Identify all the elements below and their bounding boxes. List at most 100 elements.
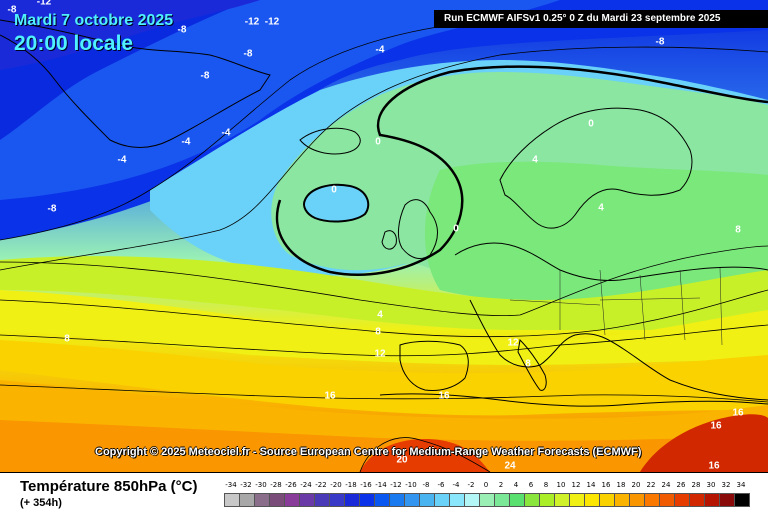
scale-swatch	[674, 493, 690, 507]
orange-belt-3	[0, 420, 768, 472]
copyright-notice: Copyright © 2025 Meteociel.fr - Source E…	[95, 446, 642, 458]
legend-footer: Température 850hPa (°C) (+ 354h) -34 -32 -…	[0, 472, 768, 512]
north-cold-core	[0, 0, 260, 70]
scale-tick-label: 24	[661, 481, 671, 489]
coastline-europe	[454, 242, 768, 401]
forecast-lead: (+ 354h)	[20, 497, 62, 509]
scale-swatch	[734, 493, 750, 507]
iceland-pocket	[303, 183, 370, 223]
scale-tick-label: -22	[315, 481, 327, 489]
scale-tick-label: 10	[556, 481, 566, 489]
scale-swatch	[404, 493, 420, 507]
isotherm-label: 20	[396, 454, 408, 466]
scale-swatch	[464, 493, 480, 507]
forecast-time: 20:00 locale	[14, 32, 134, 55]
scale-tick-label: -34	[225, 481, 237, 489]
scale-swatch	[329, 493, 345, 507]
isotherm-line-minus4	[0, 46, 768, 271]
scale-swatch	[554, 493, 570, 507]
isotherm-label: 12	[507, 337, 519, 349]
isotherm-line-4	[0, 245, 768, 317]
isotherm-label: -12	[264, 16, 280, 28]
scale-swatch	[584, 493, 600, 507]
scale-tick-label: -24	[300, 481, 312, 489]
scale-tick-label: 0	[483, 481, 489, 489]
red-core-east	[640, 414, 768, 472]
scale-swatch	[434, 493, 450, 507]
scale-tick-label: 26	[676, 481, 686, 489]
scale-swatch	[629, 493, 645, 507]
color-scale: -34 -32 -30 -28 -26 -24 -22 -20 -18 -16 -14 -12 -10-…	[224, 481, 752, 511]
scale-tick-label: -6	[437, 481, 445, 489]
country-borders	[509, 267, 723, 346]
scale-swatch	[539, 493, 555, 507]
scale-swatch	[509, 493, 525, 507]
scale-tick-label: 12	[571, 481, 581, 489]
scale-swatch	[269, 493, 285, 507]
scale-tick-label: -10	[405, 481, 417, 489]
isotherm-label: -8	[47, 203, 57, 215]
scale-tick-label: 32	[721, 481, 731, 489]
scale-tick-label: 28	[691, 481, 701, 489]
isotherm-label: -4	[117, 154, 127, 166]
orange-belt-1	[0, 340, 768, 416]
isotherm-label: 0	[375, 136, 381, 148]
scale-tick-label: 6	[528, 481, 534, 489]
isotherm-label: 4	[598, 202, 604, 214]
scale-swatch	[704, 493, 720, 507]
isotherm-label: -8	[7, 4, 17, 16]
isotherm-label: 24	[504, 460, 516, 472]
isotherm-label: -4	[375, 44, 385, 56]
isotherm-label: -12	[244, 16, 260, 28]
scale-tick-label: 4	[513, 481, 519, 489]
scale-tick-label: -32	[240, 481, 252, 489]
isotherm-label: -12	[36, 0, 52, 8]
scale-swatch	[494, 493, 510, 507]
scale-swatch	[284, 493, 300, 507]
isotherm-line-12	[0, 324, 768, 357]
scale-tick-label: -4	[452, 481, 460, 489]
scale-swatch	[239, 493, 255, 507]
warm-green-europe	[425, 161, 768, 302]
isotherm-label: 16	[438, 390, 450, 402]
isotherm-line-8	[0, 289, 768, 338]
isotherm-label: 8	[525, 358, 531, 370]
isotherm-label: -8	[177, 24, 187, 36]
coastline-greenland	[0, 19, 271, 148]
scale-tick-label: -18	[345, 481, 357, 489]
scale-tick-label: 34	[736, 481, 746, 489]
coastline-north-africa	[379, 393, 768, 407]
coastline-iberia	[399, 340, 469, 391]
coastline-italy	[517, 338, 547, 391]
scale-tick-label: -12	[390, 481, 402, 489]
isotherm-label: 16	[732, 407, 744, 419]
isotherm-label: -4	[221, 127, 231, 139]
coastline-british-isles	[381, 199, 438, 259]
isotherm-label: 12	[374, 348, 386, 360]
isotherm-label: -4	[181, 136, 191, 148]
scale-tick-label: 20	[631, 481, 641, 489]
scale-swatch	[374, 493, 390, 507]
scale-swatch	[479, 493, 495, 507]
scale-tick-label: 8	[543, 481, 549, 489]
model-run-label: Run ECMWF AIFSv1 0.25° 0 Z du Mardi 23 s…	[434, 10, 768, 28]
isotherm-label: 4	[532, 154, 538, 166]
scale-swatch	[299, 493, 315, 507]
isotherm-label: -8	[200, 70, 210, 82]
isotherm-label: -8	[655, 36, 665, 48]
temperature-map	[0, 0, 768, 472]
scale-tick-label: -2	[467, 481, 475, 489]
scale-swatch	[389, 493, 405, 507]
scale-swatch	[524, 493, 540, 507]
isotherm-label: 0	[331, 184, 337, 196]
scale-swatch	[614, 493, 630, 507]
field-title: Température 850hPa (°C)	[20, 478, 198, 495]
scale-tick-label: 30	[706, 481, 716, 489]
scale-swatch	[224, 493, 240, 507]
forecast-date: Mardi 7 octobre 2025	[14, 12, 174, 29]
isotherm-label: 16	[708, 460, 720, 472]
zero-isotherm-line	[275, 65, 768, 276]
isotherm-label: 16	[710, 420, 722, 432]
scale-tick-label: 16	[601, 481, 611, 489]
isotherm-label: 0	[588, 118, 594, 130]
